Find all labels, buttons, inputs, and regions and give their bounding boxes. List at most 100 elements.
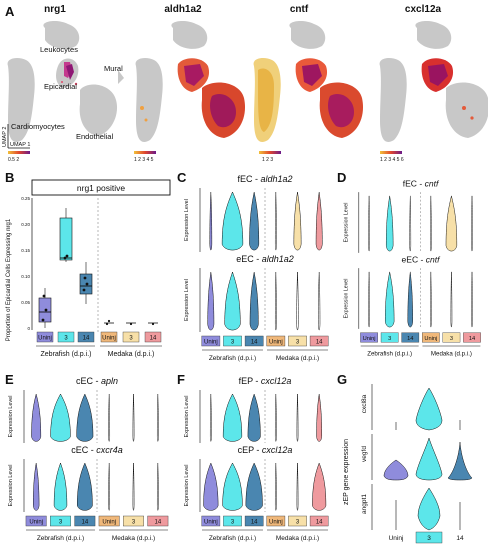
panel_e-group-5 — [147, 515, 169, 527]
b-group-uninj — [36, 331, 54, 343]
panel_f-top-gene: cxcl12a — [261, 376, 292, 386]
panel_f-top-prefix: fEP - — [239, 376, 261, 386]
panel-letter-g: G — [337, 372, 348, 387]
panel_c-bottom-violin-3 — [274, 271, 277, 331]
b-group-m-14 — [144, 331, 162, 343]
panel_f-top-title: fEP - cxcl12a — [239, 376, 292, 386]
b-ytick-3: 0.15 — [21, 248, 30, 253]
panel_e-bottom-violin-1 — [53, 462, 68, 511]
panel_e-top-violin-4 — [132, 393, 135, 442]
panel_e-bottom-gene: cxcr4a — [96, 445, 123, 455]
panel_e-bottom-violin-5 — [156, 462, 159, 511]
g-violin-vegfd — [383, 437, 473, 481]
panel_c-bottom-violin-2 — [249, 271, 259, 331]
umap-title-cxcl12a: cxcl12a — [405, 4, 442, 15]
panel_f-group-1 — [223, 515, 242, 527]
b-group-label-2: 14 — [83, 336, 90, 342]
panel_f-group-label-1: 3 — [231, 520, 235, 526]
panel_d-bottom-violin-1 — [384, 271, 395, 328]
panel_c-bottom-violin-0 — [207, 271, 215, 331]
panel_c-top-gene: aldh1a2 — [260, 174, 292, 184]
panel_c-bottom-violin-4 — [296, 271, 299, 331]
panel_d-bottom-gene: cntf — [426, 254, 441, 264]
panel_f-group-5 — [309, 515, 329, 527]
panel_c-bottom-prefix: eEC - — [236, 254, 262, 264]
box-zf-uninj — [38, 288, 52, 328]
panel_e-group-1 — [50, 515, 71, 527]
panel_f-group-3 — [266, 515, 286, 527]
panel_e-group-label-5: 14 — [154, 520, 161, 526]
panel_e-bottom-ylabel: Expression Level — [8, 465, 14, 507]
panel_c-group-label-2: 14 — [251, 340, 258, 346]
g-gene-cxcl8a: cxcl8a — [361, 394, 368, 413]
panel_f-group-2 — [244, 515, 264, 527]
panel_f-group-label-5: 14 — [316, 520, 323, 526]
panel_e-group-4 — [123, 515, 144, 527]
panel_e-group-label-3: Uninj — [102, 520, 116, 526]
panel_c-group-label-3: Uninj — [269, 340, 283, 346]
panel_f-group-0 — [201, 515, 221, 527]
scale-ticks-nrg1: 0.5 2 — [8, 157, 19, 163]
panel_c-top-violin-3 — [274, 191, 277, 251]
panel_d-top-violin-0 — [368, 195, 370, 252]
panel-b-title: nrg1 positive — [77, 183, 125, 193]
panel_c-group-label-0: Uninj — [204, 340, 218, 346]
panel_f-top-ylabel: Expression Level — [184, 396, 190, 438]
b-group-label-4: 3 — [129, 336, 133, 342]
umap-title-cntf: cntf — [290, 4, 309, 15]
panel_d-top-violin-3 — [430, 195, 432, 252]
panel_e-top-ylabel: Expression Level — [8, 396, 14, 438]
panel-b-yticks: 0 0.05 0.10 0.15 0.20 0.25 — [21, 196, 30, 331]
panel_c-group-label-1: 3 — [231, 340, 235, 346]
panel_d-bottom-violin-5 — [471, 271, 473, 328]
b-ytick-4: 0.20 — [21, 222, 30, 227]
panel_e-top-violin-5 — [156, 393, 159, 442]
panel_e-bottom-violin-4 — [132, 462, 135, 511]
panel_e-top-prefix: cEC - — [76, 376, 101, 386]
panel_f-species-zebrafish: Zebrafish (d.p.i.) — [209, 535, 256, 542]
panel_c-bottom-ylabel: Expression Level — [184, 279, 190, 321]
panel_c-group-5 — [309, 335, 329, 347]
panel_c-group-0 — [201, 335, 221, 347]
panel_f-bottom-violin-1 — [222, 462, 243, 511]
b-group-m-uninj — [100, 331, 118, 343]
panel-letter-e: E — [5, 372, 14, 387]
panel_c-group-label-4: 3 — [296, 340, 300, 346]
panel_c-bottom-gene: aldh1a2 — [262, 254, 294, 264]
panel_c-group-label-5: 14 — [316, 340, 323, 346]
cluster-label-mural: Mural — [104, 64, 123, 73]
panel_f-top-violin-4 — [296, 393, 299, 442]
panel_f-group-label-3: Uninj — [269, 520, 283, 526]
panel_d-bottom-ylabel: Expression Level — [343, 279, 349, 319]
panel_c-species-zebrafish: Zebrafish (d.p.i.) — [209, 355, 256, 362]
panel_e-group-0 — [25, 515, 47, 527]
b-group-label-1: 3 — [64, 336, 68, 342]
panel_d-bottom-title: eEC - cntf — [402, 254, 442, 264]
b-group-label-0: Uninj — [38, 336, 52, 342]
panel_c-bottom-title: eEC - aldh1a2 — [236, 254, 294, 264]
panel_e-bottom-violin-0 — [32, 462, 40, 511]
panel_c-group-4 — [288, 335, 307, 347]
panel_d-group-label-0: Uninj — [363, 336, 376, 342]
panel_d-bottom-violin-4 — [450, 271, 453, 328]
panel_e-bottom-title: cEC - cxcr4a — [71, 445, 123, 455]
panel-b-boxplot: nrg1 positive Proportion of Epicardial C… — [6, 179, 171, 358]
panel_c-top-violin-1 — [221, 191, 244, 251]
b-group-3 — [57, 331, 75, 343]
scale-bar-cntf — [259, 151, 281, 154]
b-group-label-5: 14 — [150, 336, 157, 342]
g-group-label-uninj: Uninj — [389, 535, 404, 542]
panel-c-violins: fEC - aldh1a2 Expression Level eEC - aldh1… — [184, 174, 329, 362]
panel_f-group-label-0: Uninj — [204, 520, 218, 526]
panel-e-violins: cEC - apln Expression Level cEC - cxcr4a Ex… — [8, 376, 169, 542]
panel_e-top-gene: apln — [101, 376, 118, 386]
panel-letter-c: C — [177, 170, 187, 185]
panel_c-top-violin-2 — [249, 191, 260, 251]
panel_d-bottom-prefix: eEC - — [402, 254, 426, 264]
panel_c-top-violin-5 — [315, 191, 323, 251]
b-species-zebrafish: Zebrafish (d.p.i.) — [41, 351, 92, 358]
panel_d-group-0 — [360, 332, 378, 343]
panel_e-bottom-violin-3 — [108, 462, 111, 511]
panel_d-group-label-3: Uninj — [424, 336, 437, 342]
panel_e-species-medaka: Medaka (d.p.i.) — [112, 535, 155, 542]
